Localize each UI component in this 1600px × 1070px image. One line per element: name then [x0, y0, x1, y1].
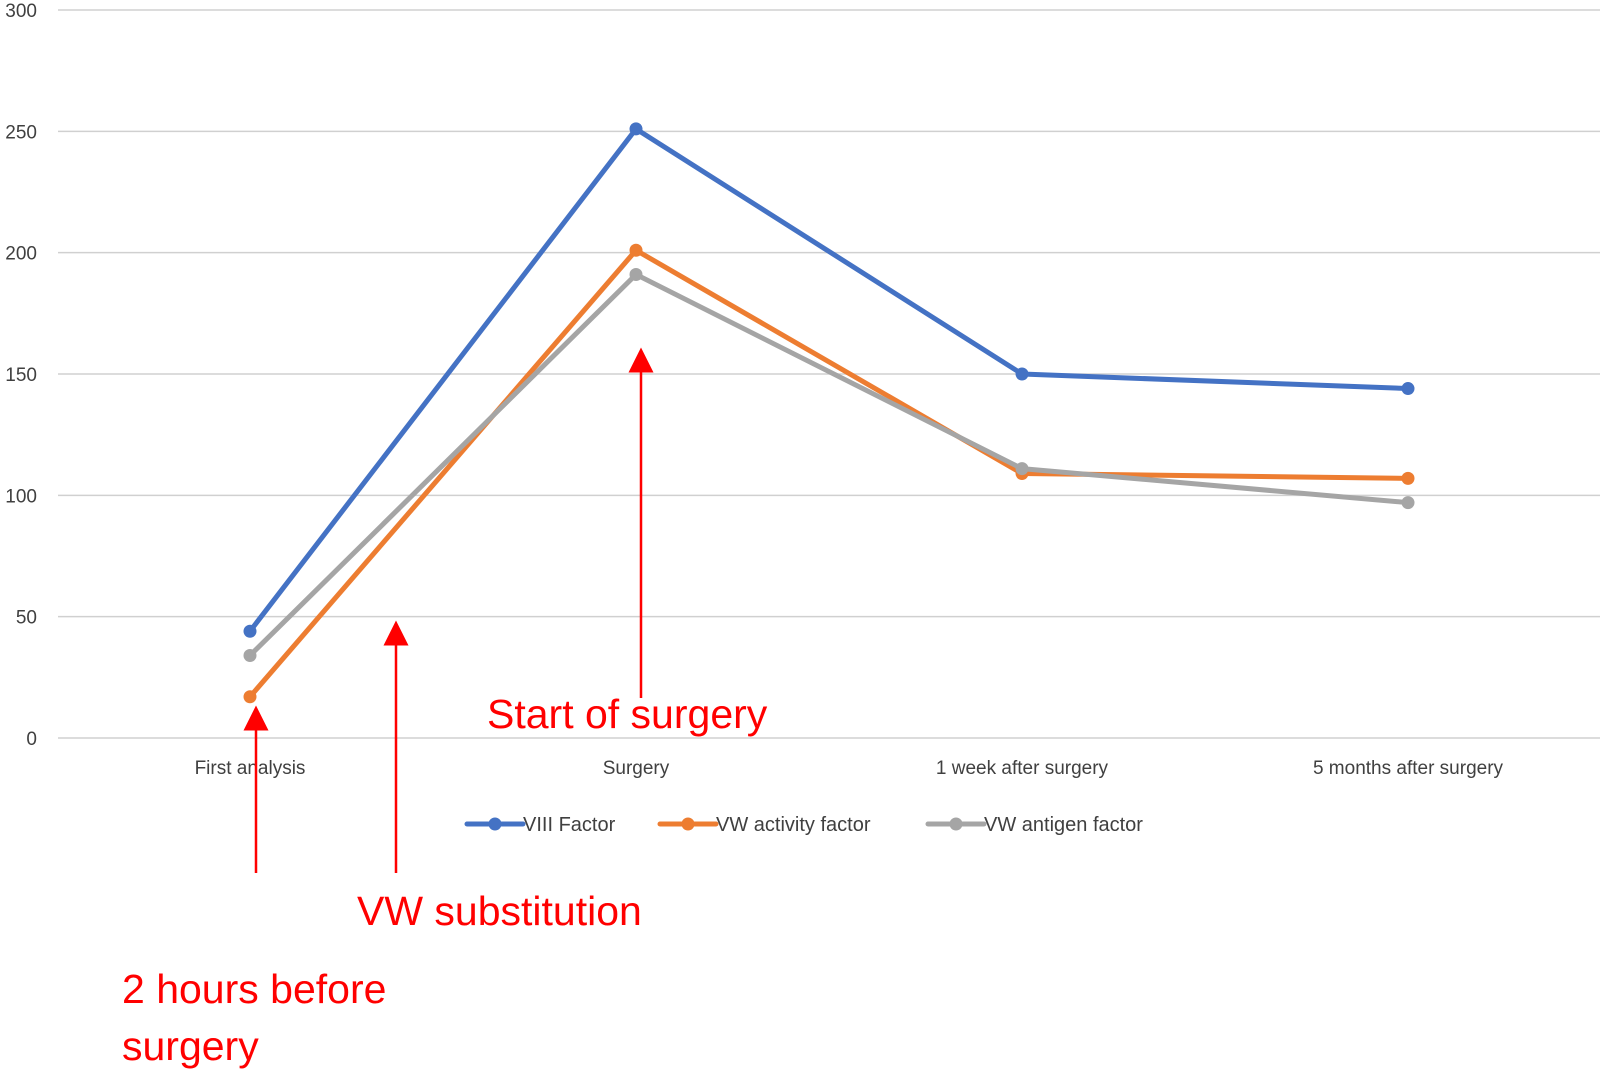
data-point	[629, 268, 643, 282]
y-tick-label: 250	[5, 122, 37, 143]
data-point	[243, 690, 257, 704]
x-tick-label: 5 months after surgery	[1313, 758, 1504, 779]
series-0	[243, 122, 1415, 638]
legend-label: VW antigen factor	[984, 814, 1143, 836]
data-point	[1401, 382, 1415, 396]
series-line	[247, 126, 1411, 634]
x-axis-ticks: First analysis Surgery 1 week after surger…	[195, 758, 1504, 779]
data-point	[629, 243, 643, 257]
annotation-vw-substitution: VW substitution	[357, 888, 642, 934]
data-point	[1015, 462, 1029, 476]
annotation-before-surgery-line1: 2 hours before	[122, 966, 386, 1012]
x-tick-label: 1 week after surgery	[936, 758, 1109, 779]
series-line	[247, 272, 1411, 658]
legend-label: VIII Factor	[523, 814, 616, 836]
series-lines	[243, 122, 1415, 704]
y-tick-label: 150	[5, 365, 37, 386]
x-tick-label: First analysis	[195, 758, 306, 779]
legend-marker	[681, 817, 695, 831]
legend-item: VW activity factor	[657, 814, 871, 836]
y-tick-label: 300	[5, 1, 37, 22]
y-tick-label: 0	[26, 729, 37, 750]
series-line	[247, 247, 1411, 700]
series-1	[243, 243, 1415, 704]
data-point	[629, 122, 643, 136]
series-2	[243, 268, 1415, 662]
y-axis-ticks: 0 50 100 150 200 250 300	[5, 1, 37, 750]
data-point	[243, 624, 257, 638]
y-tick-label: 100	[5, 486, 37, 507]
legend-marker	[949, 817, 963, 831]
data-point	[1015, 367, 1029, 381]
data-point	[243, 648, 257, 662]
x-tick-label: Surgery	[603, 758, 670, 779]
annotation-before-surgery-line2: surgery	[122, 1023, 259, 1069]
y-tick-label: 50	[16, 608, 37, 629]
legend-item: VW antigen factor	[925, 814, 1143, 836]
legend-marker	[488, 817, 502, 831]
legend: VIII Factor VW activity factor VW antigen …	[464, 814, 1143, 836]
data-point	[1401, 496, 1415, 510]
annotations: Start of surgery VW substitution 2 hours…	[122, 347, 768, 1069]
data-point	[1401, 471, 1415, 485]
y-tick-label: 200	[5, 244, 37, 265]
legend-item: VIII Factor	[464, 814, 616, 836]
annotation-start-of-surgery: Start of surgery	[487, 691, 768, 737]
legend-label: VW activity factor	[716, 814, 871, 836]
